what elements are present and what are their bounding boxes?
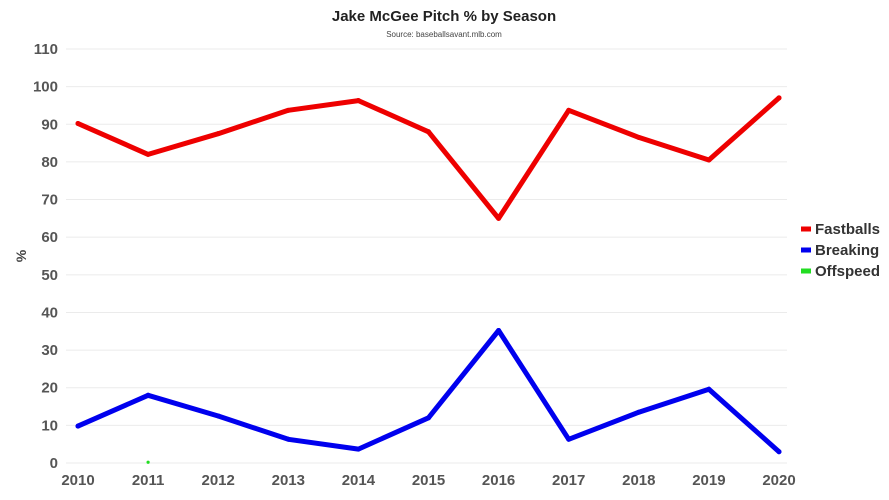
x-tick-label: 2012	[202, 472, 235, 489]
chart-title: Jake McGee Pitch % by Season	[332, 8, 556, 25]
series-group	[75, 95, 782, 464]
data-point-breaking	[426, 415, 431, 421]
data-point-fastballs	[215, 131, 221, 137]
data-point-breaking	[566, 436, 572, 442]
y-tick-label: 80	[41, 154, 58, 171]
x-tick-label: 2018	[622, 472, 655, 489]
y-axis-label: %	[13, 249, 29, 262]
data-point-breaking	[636, 409, 642, 415]
y-tick-label: 20	[41, 380, 58, 397]
y-tick-label: 40	[41, 304, 58, 321]
legend-label-breaking: Breaking	[815, 242, 879, 259]
x-tick-label: 2019	[692, 472, 725, 489]
data-point-fastballs	[566, 107, 572, 113]
data-point-fastballs	[75, 121, 81, 127]
data-point-fastballs	[706, 157, 712, 163]
x-tick-label: 2015	[412, 472, 445, 489]
data-point-breaking	[145, 392, 151, 398]
series-line-breaking	[75, 328, 782, 455]
x-tick-label: 2014	[342, 472, 376, 489]
y-tick-label: 90	[41, 116, 58, 133]
data-point-fastballs	[145, 151, 151, 157]
data-point-breaking	[706, 386, 712, 392]
data-point-breaking	[776, 449, 782, 455]
data-point-fastballs	[355, 98, 361, 104]
y-tick-label: 70	[41, 192, 58, 209]
x-tick-label: 2016	[482, 472, 515, 489]
x-axis-ticks: 2010 2011 2012 2013 2014 2015 2016 2017 2018 2019…	[61, 472, 795, 489]
data-point-fastballs	[776, 95, 782, 101]
y-axis-ticks: 0 10 20 30 40 50 60 70 80 90 100 110	[33, 41, 58, 472]
legend-label-fastballs: Fastballs	[815, 221, 880, 238]
data-point-breaking	[75, 423, 81, 429]
y-tick-label: 100	[33, 79, 58, 96]
data-point-breaking	[355, 446, 361, 452]
y-tick-label: 60	[41, 229, 58, 246]
data-point-breaking	[496, 328, 502, 334]
data-point-offspeed	[146, 460, 150, 464]
y-tick-label: 110	[34, 41, 58, 58]
y-tick-label: 50	[41, 267, 58, 284]
y-tick-label: 0	[50, 455, 58, 472]
x-tick-label: 2017	[552, 472, 585, 489]
x-tick-label: 2010	[61, 472, 94, 489]
x-tick-label: 2020	[762, 472, 795, 489]
data-point-breaking	[285, 436, 291, 442]
x-tick-label: 2011	[132, 472, 165, 489]
data-point-fastballs	[496, 215, 502, 221]
data-point-fastballs	[285, 107, 291, 113]
data-point-breaking	[215, 413, 221, 419]
legend-label-offspeed: Offspeed	[815, 263, 880, 280]
legend: Fastballs Breaking Offspeed	[801, 221, 880, 280]
series-line-fastballs	[75, 95, 782, 221]
gridlines	[66, 48, 787, 464]
x-tick-label: 2013	[272, 472, 305, 489]
data-point-fastballs	[426, 129, 431, 135]
data-point-fastballs	[636, 134, 642, 140]
y-tick-label: 30	[41, 342, 58, 359]
y-tick-label: 10	[41, 417, 58, 434]
chart-subtitle: Source: baseballsavant.mlb.com	[386, 30, 502, 39]
